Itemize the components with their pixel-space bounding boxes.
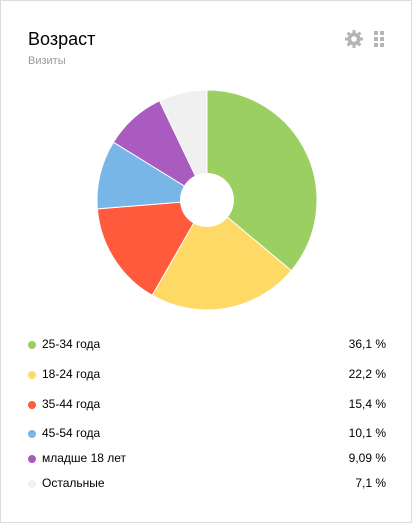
legend-value: 7,1 %: [355, 476, 386, 490]
legend-value: 10,1 %: [349, 426, 387, 440]
legend-value: 9,09 %: [349, 451, 387, 465]
pie-slice: [151, 199, 293, 311]
pie-slice: [96, 199, 208, 297]
pie-slice: [206, 89, 318, 272]
settings-icon[interactable]: [345, 30, 363, 48]
legend-marker: [28, 430, 36, 438]
legend-label: 35-44 года: [42, 397, 101, 411]
legend-label: младше 18 лет: [42, 451, 127, 465]
gear-hole: [351, 36, 357, 42]
donut-hole: [180, 173, 234, 227]
legend-marker: [28, 341, 36, 349]
legend-value: 15,4 %: [349, 397, 387, 411]
chart-title: Возраст: [28, 29, 95, 49]
legend-label: 18-24 года: [42, 367, 101, 381]
drag-handle[interactable]: [374, 31, 384, 47]
pie-slice: [158, 89, 208, 201]
legend-marker: [28, 480, 36, 488]
legend-marker: [28, 371, 36, 379]
legend-label: Остальные: [42, 476, 105, 490]
legend-value: 36,1 %: [349, 337, 387, 351]
legend-marker: [28, 455, 36, 463]
chart-subtitle: Визиты: [28, 55, 66, 67]
legend-marker: [28, 401, 36, 409]
legend-value: 22,2 %: [349, 367, 387, 381]
legend-label: 45-54 года: [42, 426, 101, 440]
legend-label: 25-34 года: [42, 337, 101, 351]
